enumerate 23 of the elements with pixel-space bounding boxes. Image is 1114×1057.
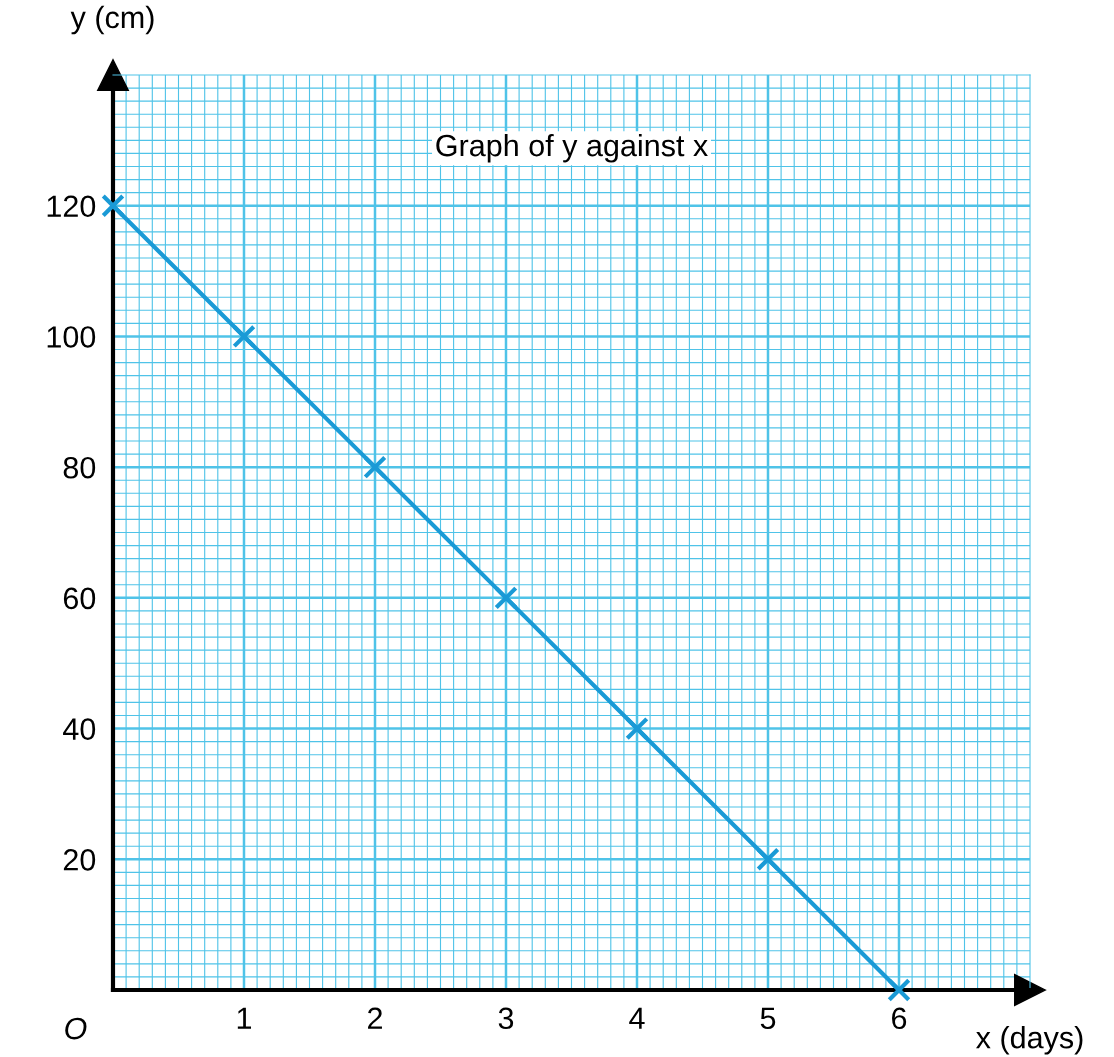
x-axis-title: x (days) bbox=[976, 1026, 1083, 1055]
y-axis-title: y (cm) bbox=[70, 5, 154, 35]
point bbox=[232, 324, 256, 349]
y-tick-label: 40 bbox=[63, 718, 96, 740]
point bbox=[756, 847, 780, 872]
x-tick-label: 5 bbox=[760, 1007, 776, 1030]
text: O bbox=[65, 1017, 87, 1040]
y-tick-label: 120 bbox=[47, 195, 96, 218]
y-tick-label: 80 bbox=[63, 456, 96, 479]
x-tick-label: 1 bbox=[237, 1007, 252, 1029]
point bbox=[363, 455, 387, 479]
point bbox=[625, 716, 649, 741]
y-tick-label: 20 bbox=[63, 849, 96, 871]
x-tick-label: 6 bbox=[892, 1007, 907, 1030]
x-tick-label: 4 bbox=[629, 1007, 645, 1029]
x-tick-label: 3 bbox=[498, 1007, 514, 1030]
point bbox=[887, 978, 911, 1002]
y-tick-label: 100 bbox=[47, 326, 96, 348]
x-tick-label: 2 bbox=[368, 1007, 382, 1029]
point bbox=[494, 586, 518, 610]
point bbox=[101, 193, 125, 218]
text: Graph of y against x bbox=[436, 133, 708, 163]
y-tick-label: 60 bbox=[63, 587, 96, 610]
